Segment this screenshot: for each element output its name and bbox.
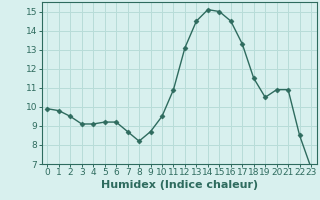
- X-axis label: Humidex (Indice chaleur): Humidex (Indice chaleur): [100, 180, 258, 190]
